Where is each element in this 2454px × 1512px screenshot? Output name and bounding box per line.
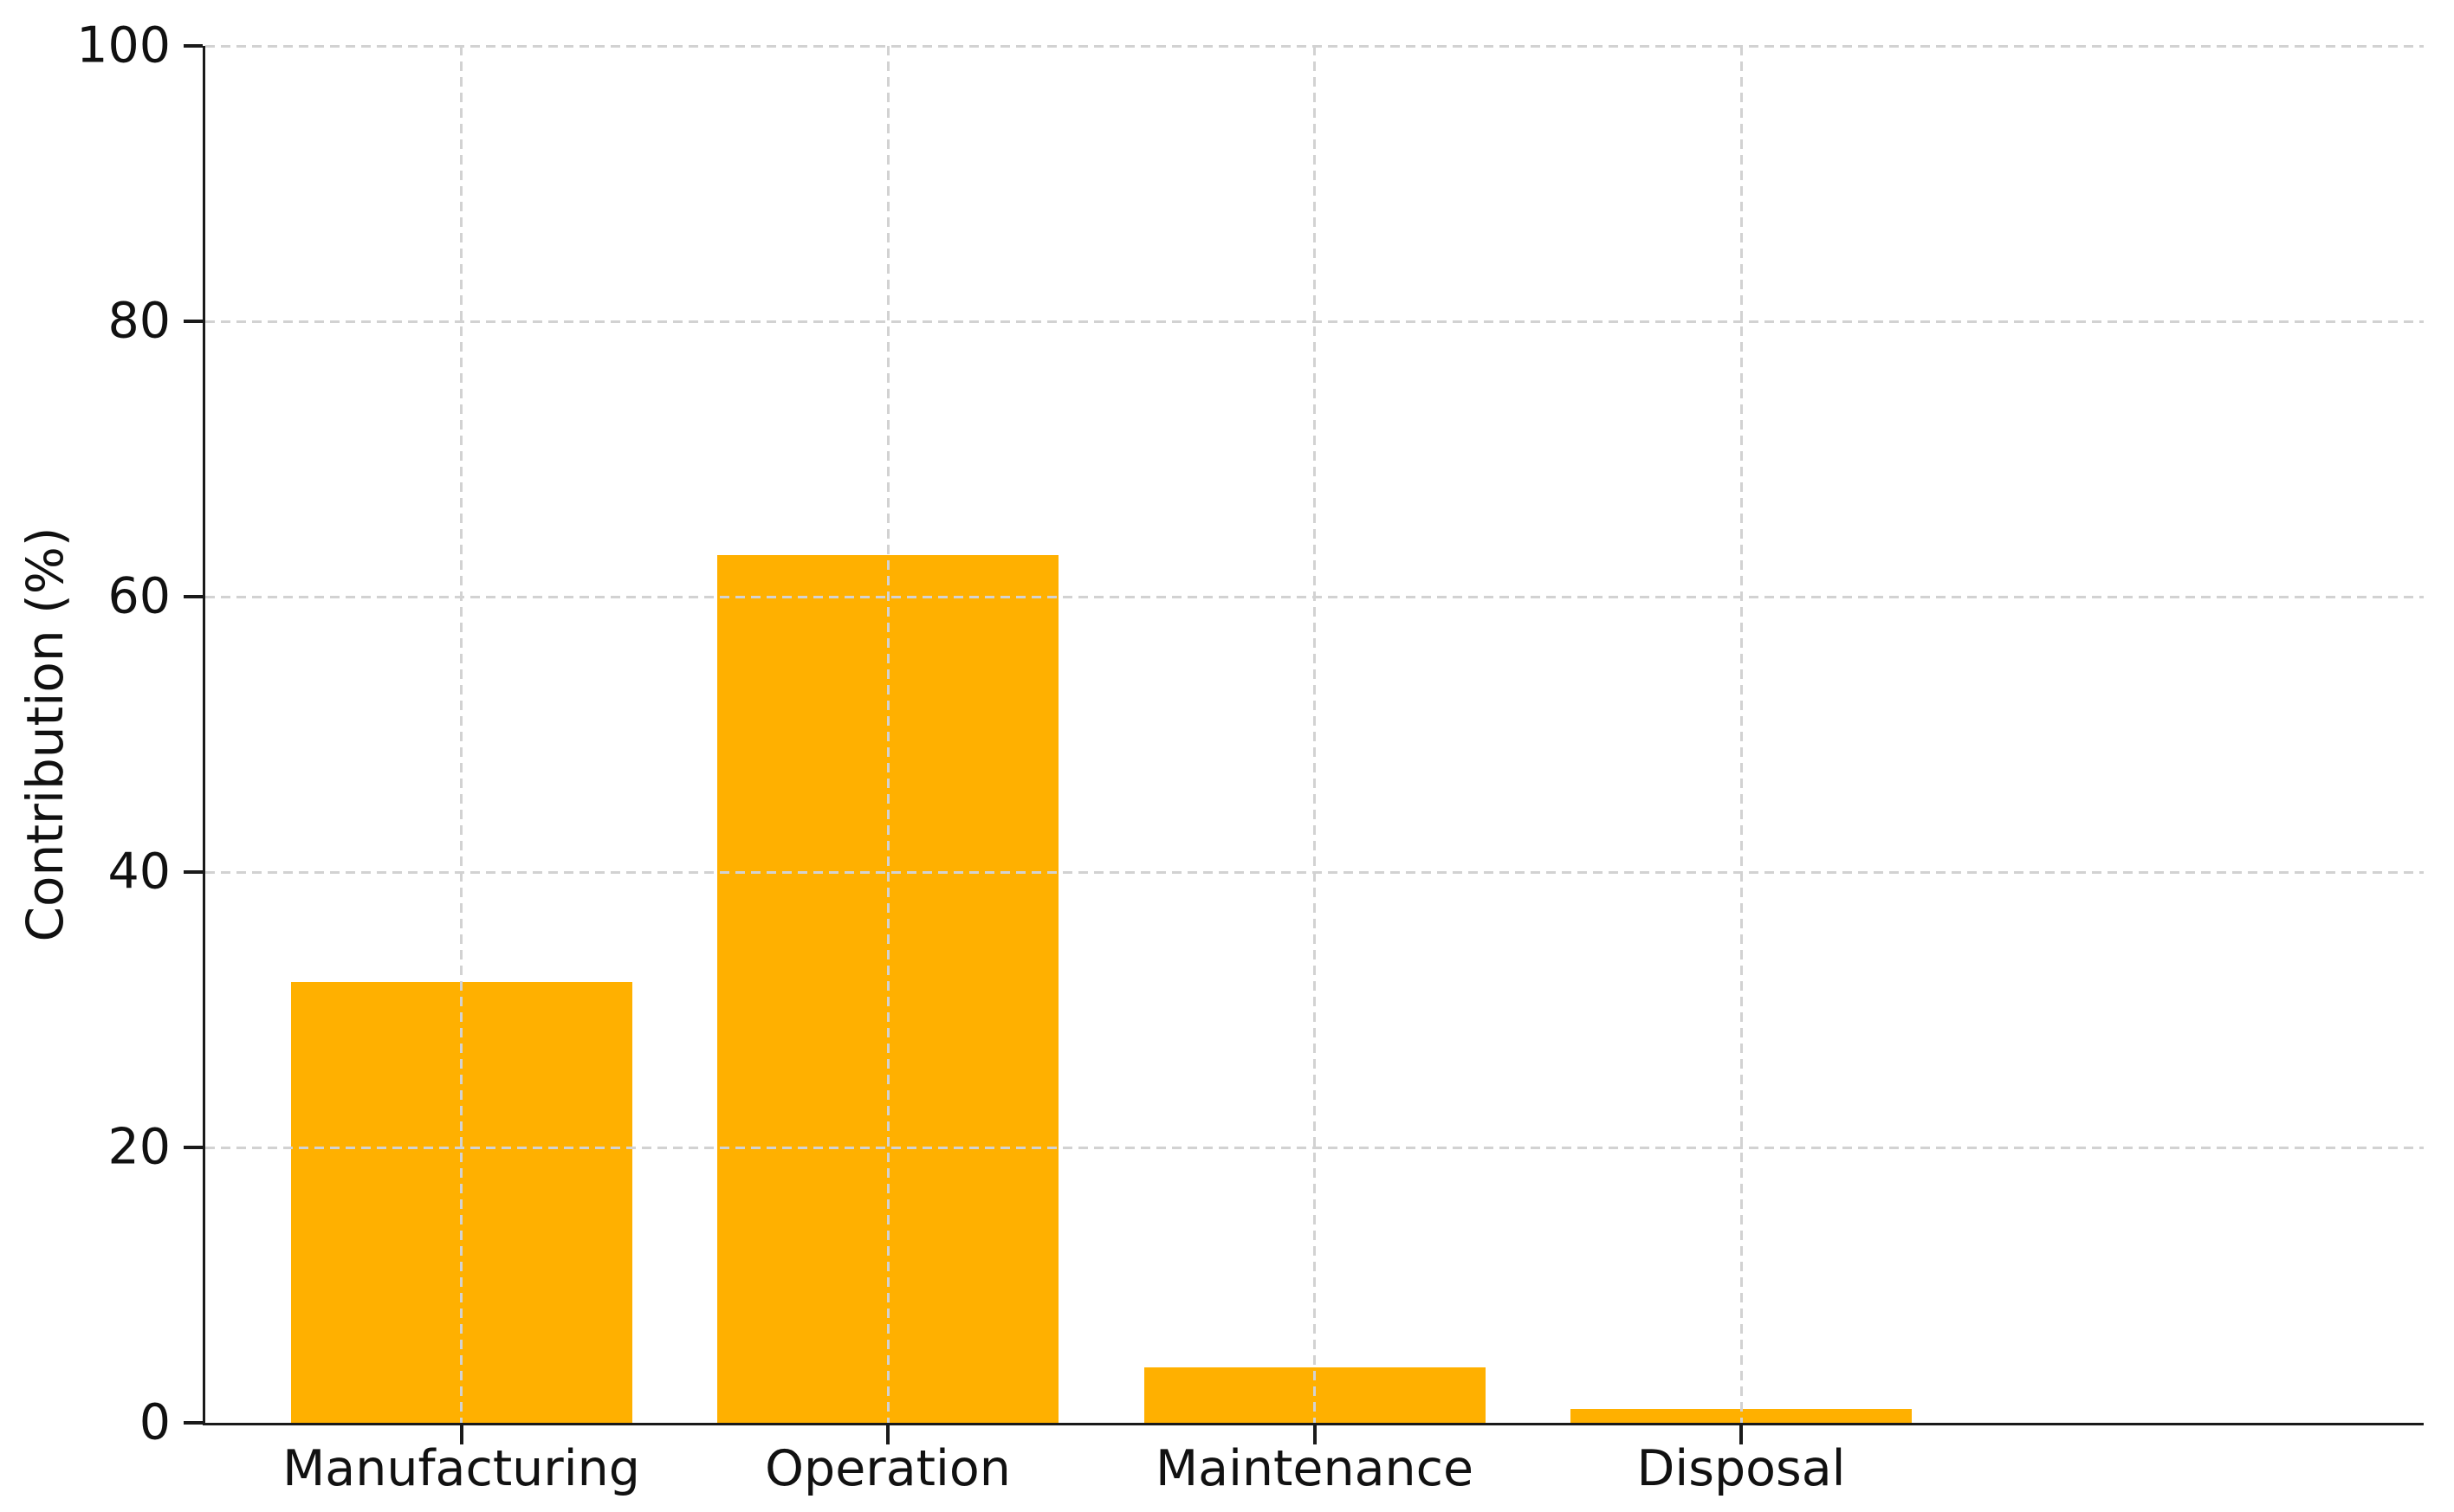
gridline-horizontal-40 xyxy=(205,870,2424,874)
x-tick-mark-disposal xyxy=(1739,1425,1743,1444)
y-tick-mark-0 xyxy=(184,1421,203,1425)
x-tick-label-operation: Operation xyxy=(765,1440,1011,1497)
gridline-horizontal-60 xyxy=(205,595,2424,598)
bar-disposal xyxy=(1570,1409,1912,1423)
y-tick-label-100: 100 xyxy=(76,16,171,74)
y-axis-spine xyxy=(203,46,205,1425)
gridline-horizontal-80 xyxy=(205,320,2424,323)
y-tick-label-40: 40 xyxy=(107,843,171,901)
y-tick-mark-100 xyxy=(184,44,203,48)
gridline-horizontal-100 xyxy=(205,44,2424,48)
x-tick-label-disposal: Disposal xyxy=(1636,1440,1846,1497)
x-tick-mark-manufacturing xyxy=(459,1425,463,1444)
y-tick-label-80: 80 xyxy=(107,292,171,350)
y-tick-mark-20 xyxy=(184,1146,203,1149)
gridline-vertical-disposal xyxy=(1739,46,1743,1423)
x-axis-spine xyxy=(203,1423,2424,1425)
bar-manufacturing xyxy=(290,982,632,1423)
y-tick-label-60: 60 xyxy=(107,567,171,625)
x-tick-label-maintenance: Maintenance xyxy=(1155,1440,1474,1497)
y-tick-mark-60 xyxy=(184,595,203,598)
x-tick-mark-operation xyxy=(886,1425,890,1444)
y-tick-mark-80 xyxy=(184,320,203,323)
bar-operation xyxy=(717,555,1059,1423)
x-tick-mark-maintenance xyxy=(1312,1425,1317,1444)
bar-maintenance xyxy=(1143,1367,1486,1423)
plot-area: 0 20 40 60 80 100 Manufacturing Operation Mainte… xyxy=(76,21,2424,1496)
x-tick-label-manufacturing: Manufacturing xyxy=(282,1440,640,1497)
gridline-vertical-maintenance xyxy=(1313,46,1316,1423)
y-tick-label-20: 20 xyxy=(107,1118,171,1176)
y-tick-mark-40 xyxy=(184,870,203,874)
y-tick-label-0: 0 xyxy=(139,1393,171,1451)
